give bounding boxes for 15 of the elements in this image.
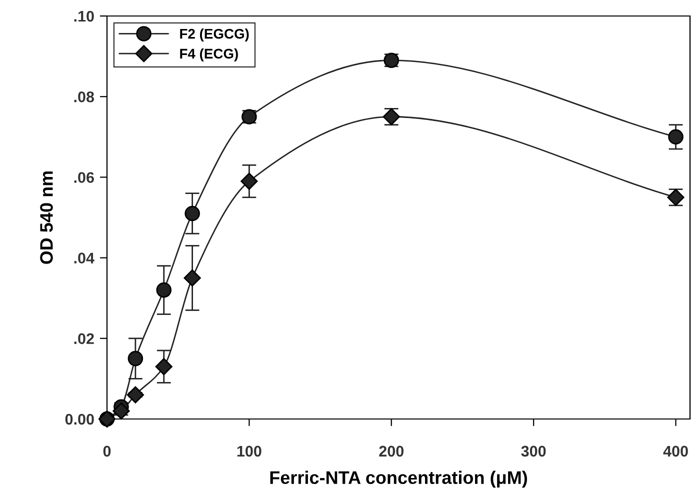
y-axis-title: OD 540 nm [40, 171, 53, 264]
x-tick-label: 0 [103, 446, 111, 457]
x-tick-label: 200 [379, 446, 404, 457]
x-axis-title: Ferric-NTA concentration (μM) [270, 470, 528, 488]
y-tick-label: .10 [74, 10, 94, 22]
y-tick-label: .08 [74, 91, 94, 102]
x-tick-label: 400 [663, 446, 688, 457]
y-tick-label: 0.00 [65, 414, 94, 425]
legend-label: F4 (ECG) [180, 48, 238, 62]
x-tick-label: 100 [237, 446, 262, 457]
x-tick-label: 300 [521, 446, 546, 457]
y-tick-label: .06 [74, 172, 94, 183]
y-tick-label: .02 [74, 333, 94, 344]
legend-label: F2 (EGCG) [180, 28, 249, 42]
y-tick-label: .04 [74, 252, 94, 264]
